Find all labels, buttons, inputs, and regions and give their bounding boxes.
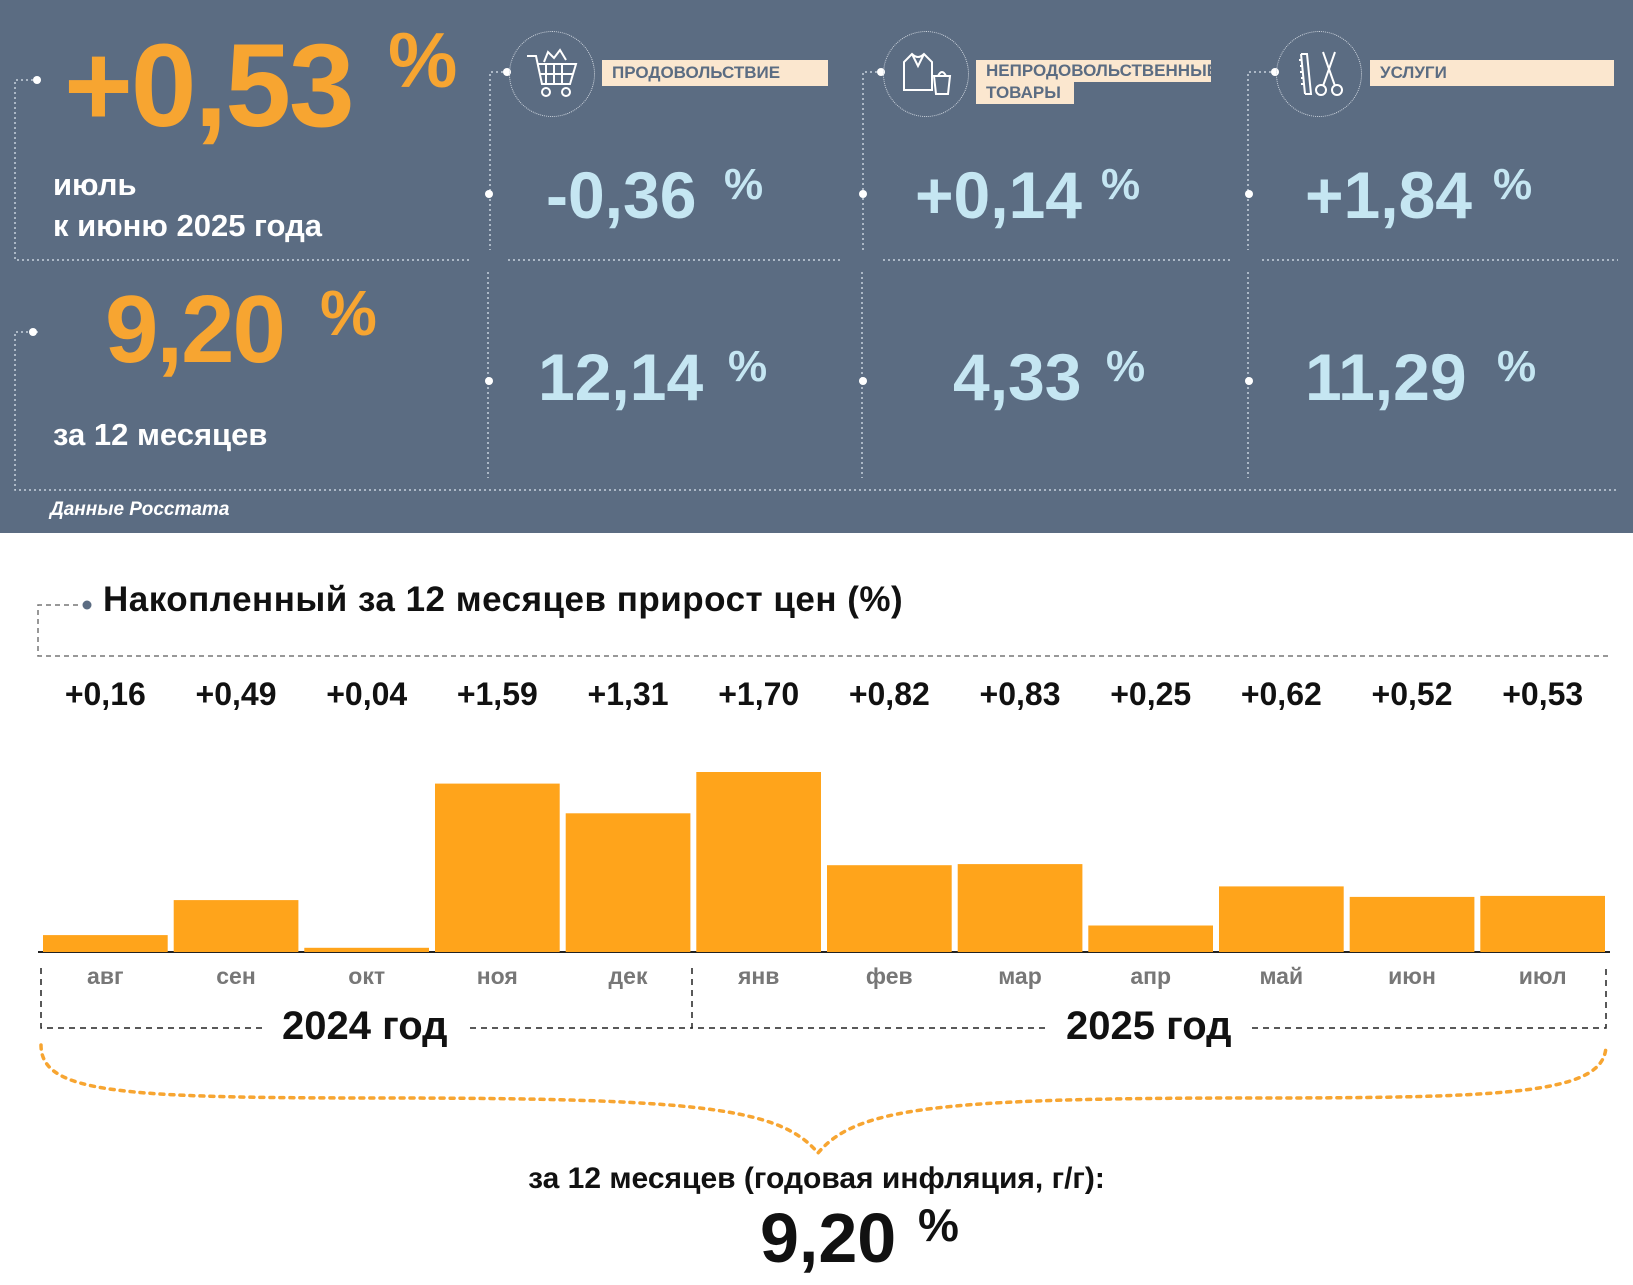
value-label-авг: +0,16 bbox=[64, 676, 146, 712]
bar-май bbox=[1219, 886, 1344, 952]
tick-label-мар: мар bbox=[998, 963, 1042, 989]
bar-мар bbox=[957, 864, 1083, 952]
bar-авг bbox=[43, 935, 168, 952]
value-label-май: +0,62 bbox=[1240, 676, 1322, 712]
monthly-caption-period: к июню 2025 года bbox=[53, 208, 322, 243]
nonfood-annual-value: 4,33 bbox=[953, 340, 1082, 414]
monthly-inflation-value: +0,53 bbox=[64, 20, 355, 152]
category-label-nonfood-line2: ТОВАРЫ bbox=[976, 82, 1074, 104]
value-label-янв: +1,70 bbox=[718, 676, 800, 712]
monthly-percent-sign: % bbox=[388, 16, 458, 104]
bar-дек bbox=[565, 813, 691, 952]
panel-frame-lines bbox=[14, 71, 1618, 491]
services-annual-percent: % bbox=[1497, 342, 1537, 391]
value-label-июн: +0,52 bbox=[1371, 676, 1453, 712]
clothes-icon bbox=[883, 31, 969, 117]
bar-сен bbox=[173, 900, 299, 952]
bullet-dot bbox=[877, 68, 885, 76]
bar-окт bbox=[304, 947, 429, 952]
bullet-dot bbox=[503, 68, 511, 76]
tick-label-дек: дек bbox=[608, 963, 648, 989]
annual-percent-sign: % bbox=[320, 277, 377, 349]
tick-label-июл: июл bbox=[1518, 963, 1567, 989]
chart-title: Накопленный за 12 месяцев прирост цен (%… bbox=[103, 580, 904, 619]
tick-label-апр: апр bbox=[1130, 963, 1172, 989]
value-label-фев: +0,82 bbox=[848, 676, 930, 712]
services-monthly-percent: % bbox=[1493, 160, 1533, 209]
bullet-dot bbox=[485, 190, 493, 198]
tick-label-июн: июн bbox=[1388, 963, 1436, 989]
tick-label-янв: янв bbox=[737, 963, 780, 989]
category-label-food: ПРОДОВОЛЬСТВИЕ bbox=[602, 60, 828, 86]
bullet-dot bbox=[859, 377, 867, 385]
bullet-dot bbox=[1245, 377, 1253, 385]
bullet-dot bbox=[33, 76, 41, 84]
shopping-cart-icon bbox=[509, 31, 595, 117]
nonfood-monthly-percent: % bbox=[1101, 160, 1141, 209]
summary-percent: % bbox=[918, 1199, 959, 1251]
tick-label-май: май bbox=[1259, 963, 1304, 989]
bar-июн bbox=[1349, 896, 1475, 952]
tick-label-сен: сен bbox=[216, 963, 256, 989]
food-monthly-value: -0,36 bbox=[546, 158, 697, 232]
chart-decorations bbox=[37, 600, 1610, 1156]
value-label-дек: +1,31 bbox=[587, 676, 669, 712]
bar-апр bbox=[1088, 925, 1213, 952]
value-label-мар: +0,83 bbox=[979, 676, 1061, 712]
tick-label-окт: окт bbox=[348, 963, 386, 989]
scissors-comb-icon bbox=[1276, 31, 1362, 117]
nonfood-monthly-value: +0,14 bbox=[915, 158, 1082, 232]
value-label-ноя: +1,59 bbox=[456, 676, 538, 712]
source-note: Данные Росстата bbox=[50, 499, 230, 520]
bar-ноя bbox=[435, 783, 560, 952]
bullet-dot bbox=[485, 377, 493, 385]
services-annual-value: 11,29 bbox=[1305, 340, 1467, 414]
services-monthly-value: +1,84 bbox=[1305, 158, 1472, 232]
tick-label-фев: фев bbox=[865, 963, 913, 989]
summary-caption: за 12 месяцев (годовая инфляция, г/г): bbox=[528, 1162, 1105, 1195]
monthly-caption-month: июль bbox=[53, 167, 137, 202]
value-label-апр: +0,25 bbox=[1110, 676, 1192, 712]
tick-label-авг: авг bbox=[87, 963, 124, 989]
bullet-dot bbox=[1245, 190, 1253, 198]
category-label-nonfood-line1: НЕПРОДОВОЛЬСТВЕННЫЕ bbox=[976, 60, 1218, 82]
year-label-2024: 2024 год bbox=[282, 1004, 448, 1048]
summary-value: 9,20 bbox=[760, 1199, 897, 1277]
summary-panel: +0,53 % июль к июню 2025 года 9,20 % за … bbox=[0, 0, 1633, 533]
bar-фев bbox=[827, 865, 952, 952]
bullet-dot bbox=[859, 190, 867, 198]
nonfood-annual-percent: % bbox=[1106, 342, 1146, 391]
bullet-dot bbox=[29, 328, 37, 336]
food-annual-percent: % bbox=[728, 342, 768, 391]
food-monthly-percent: % bbox=[724, 160, 764, 209]
bar-янв bbox=[696, 772, 821, 952]
value-label-окт: +0,04 bbox=[326, 676, 408, 712]
year-label-2025: 2025 год bbox=[1066, 1004, 1232, 1048]
bar-июл bbox=[1480, 895, 1605, 952]
annual-caption: за 12 месяцев bbox=[53, 417, 268, 452]
value-label-июл: +0,53 bbox=[1502, 676, 1584, 712]
food-annual-value: 12,14 bbox=[538, 340, 704, 414]
annual-inflation-value: 9,20 bbox=[105, 276, 286, 383]
category-label-services: УСЛУГИ bbox=[1370, 60, 1614, 86]
tick-label-ноя: ноя bbox=[476, 963, 518, 989]
value-label-сен: +0,49 bbox=[195, 676, 277, 712]
bullet-dot bbox=[1271, 68, 1279, 76]
